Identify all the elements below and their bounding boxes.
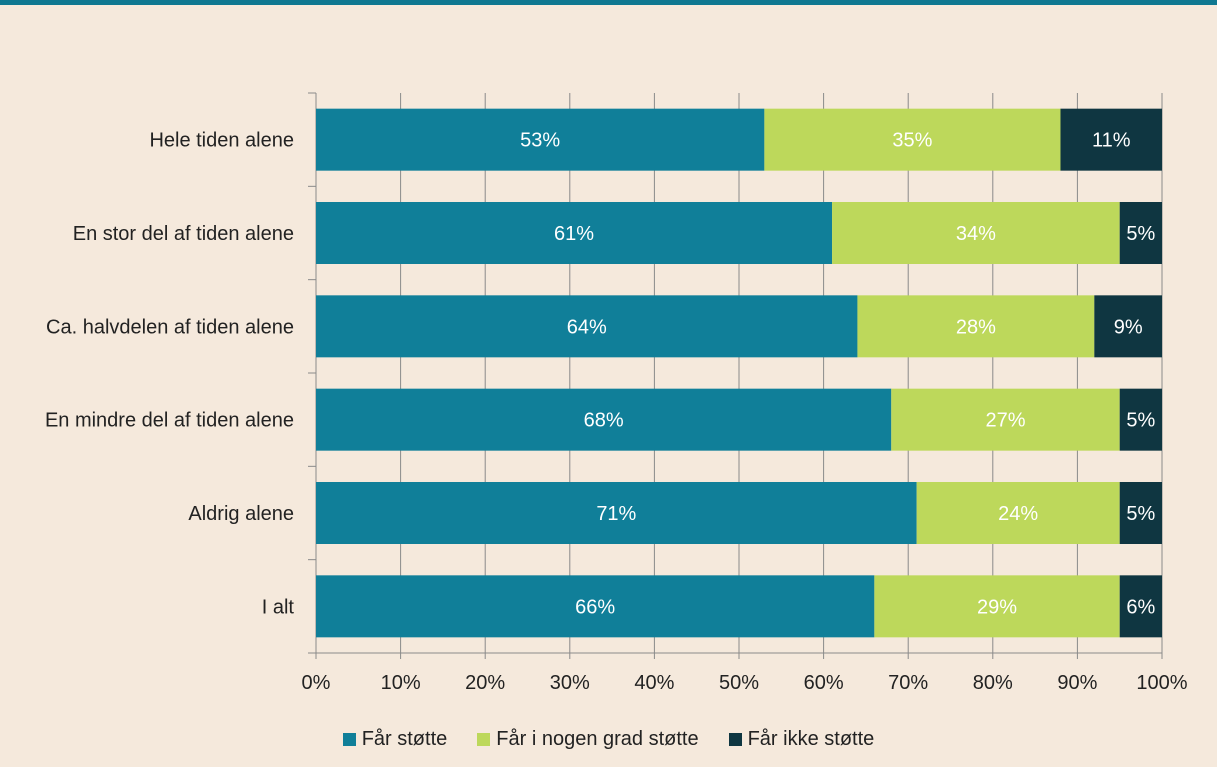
x-tick-label: 80% bbox=[973, 672, 1013, 694]
bar-segment bbox=[316, 388, 892, 451]
x-tick-label: 60% bbox=[804, 672, 844, 694]
bar-segment bbox=[316, 295, 858, 358]
x-tick-label: 10% bbox=[381, 672, 421, 694]
x-tick-label: 0% bbox=[302, 672, 331, 694]
data-label: 71% bbox=[596, 503, 636, 525]
data-label: 64% bbox=[567, 316, 607, 338]
data-label: 24% bbox=[998, 503, 1038, 525]
category-label: I alt bbox=[262, 596, 295, 618]
data-label: 61% bbox=[554, 223, 594, 245]
data-label: 34% bbox=[956, 223, 996, 245]
bar-segment bbox=[916, 482, 1120, 544]
legend-swatch-ikke-stoette bbox=[728, 733, 742, 746]
bar-segment bbox=[874, 575, 1120, 638]
bar-segment bbox=[1094, 295, 1162, 358]
x-tick-label: 90% bbox=[1057, 672, 1097, 694]
data-label: 68% bbox=[584, 410, 624, 432]
bar-segment bbox=[1119, 202, 1162, 264]
bar-segment bbox=[1060, 108, 1162, 171]
data-label: 9% bbox=[1114, 316, 1143, 338]
bar-segment bbox=[857, 295, 1095, 358]
legend-swatch-nogen-grad bbox=[477, 733, 491, 746]
legend-item-nogen-grad: Får i nogen grad støtte bbox=[477, 728, 699, 751]
data-label: 27% bbox=[985, 410, 1025, 432]
legend-item-faar-stoette: Får støtte bbox=[342, 728, 448, 751]
bar-segment bbox=[316, 108, 765, 171]
legend-item-ikke-stoette: Får ikke støtte bbox=[728, 728, 875, 751]
category-label: En stor del af tiden alene bbox=[73, 223, 294, 245]
data-label: 53% bbox=[520, 130, 560, 152]
x-tick-label: 30% bbox=[550, 672, 590, 694]
data-label: 5% bbox=[1126, 223, 1155, 245]
data-label: 28% bbox=[956, 316, 996, 338]
data-label: 5% bbox=[1126, 503, 1155, 525]
data-label: 6% bbox=[1126, 596, 1155, 618]
legend-label-ikke-stoette: Får ikke støtte bbox=[747, 728, 875, 750]
legend-swatch-faar-stoette bbox=[342, 733, 356, 746]
category-label: Aldrig alene bbox=[188, 503, 294, 525]
data-label: 5% bbox=[1126, 410, 1155, 432]
bar-segment bbox=[316, 482, 917, 544]
legend: Får støtte Får i nogen grad støtte Får i… bbox=[0, 728, 1217, 751]
x-tick-label: 50% bbox=[719, 672, 759, 694]
category-label: Hele tiden alene bbox=[149, 130, 294, 152]
x-tick-label: 100% bbox=[1136, 672, 1187, 694]
legend-label-faar-stoette: Får støtte bbox=[361, 728, 448, 750]
data-label: 11% bbox=[1092, 130, 1131, 152]
legend-label-nogen-grad: Får i nogen grad støtte bbox=[496, 728, 699, 750]
bar-segment bbox=[1119, 575, 1162, 638]
bar-segment bbox=[832, 202, 1120, 264]
bar-segment bbox=[891, 388, 1120, 451]
x-tick-label: 20% bbox=[465, 672, 505, 694]
top-accent-rule bbox=[0, 0, 1217, 5]
category-label: En mindre del af tiden alene bbox=[45, 410, 294, 432]
data-label: 29% bbox=[977, 596, 1017, 618]
data-label: 66% bbox=[575, 596, 615, 618]
bar-segment bbox=[316, 575, 875, 638]
bar-segment bbox=[316, 202, 833, 264]
bar-segment bbox=[764, 108, 1061, 171]
bar-segment bbox=[1119, 388, 1162, 451]
x-tick-label: 40% bbox=[634, 672, 674, 694]
x-tick-label: 70% bbox=[888, 672, 928, 694]
data-label: 35% bbox=[892, 130, 932, 152]
bar-segment bbox=[1119, 482, 1162, 544]
category-label: Ca. halvdelen af tiden alene bbox=[46, 316, 294, 338]
